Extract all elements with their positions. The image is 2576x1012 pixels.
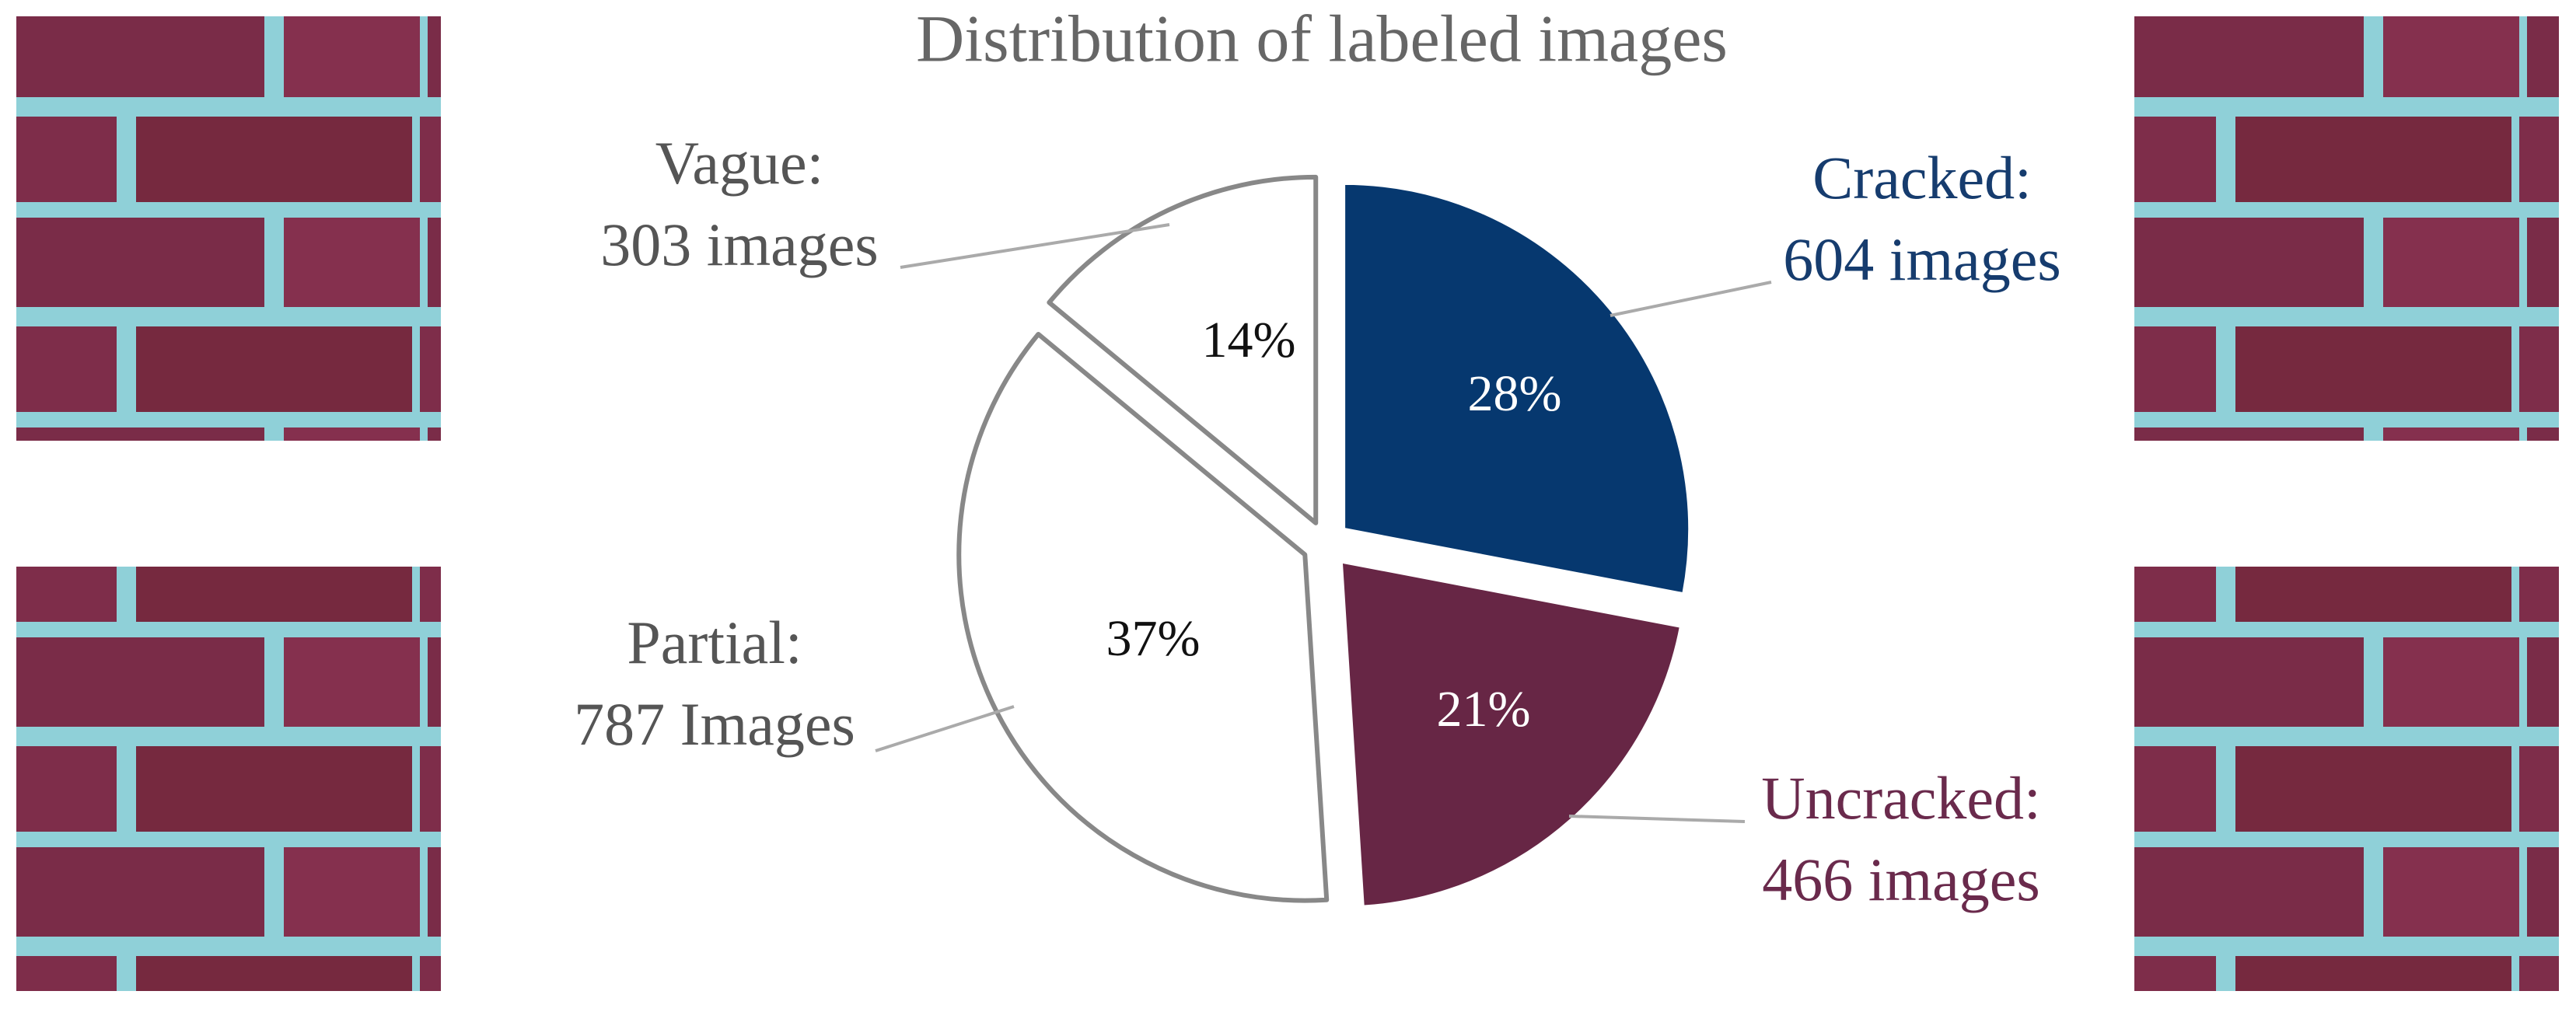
category-label: Cracked:: [1812, 144, 2032, 211]
value-label: 28%: [1468, 365, 1562, 422]
value-label: 21%: [1437, 681, 1531, 738]
photo: [16, 567, 441, 991]
count-label: 787 Images: [574, 690, 855, 758]
category-label: Vague:: [655, 129, 824, 197]
photos: [16, 16, 2559, 991]
photo: [2134, 16, 2559, 441]
photo: [2134, 567, 2559, 991]
value-label: 14%: [1202, 312, 1296, 368]
pie-slice: [1047, 174, 1319, 525]
count-label: 466 images: [1762, 846, 2039, 913]
count-label: 303 images: [600, 211, 878, 278]
category-label: Uncracked:: [1761, 764, 2040, 832]
leader-line: [1610, 281, 1772, 317]
pie-slice: [1339, 560, 1683, 909]
leader-line: [875, 705, 1015, 752]
pie-slice: [1342, 181, 1692, 596]
category-label: Partial:: [627, 609, 802, 676]
count-label: 604 images: [1783, 225, 2060, 293]
chart-title: Distribution of labeled images: [916, 2, 1728, 76]
leader-line: [1568, 815, 1746, 823]
value-label: 37%: [1106, 610, 1201, 667]
photo: [16, 16, 441, 441]
leader-line: [900, 223, 1170, 269]
